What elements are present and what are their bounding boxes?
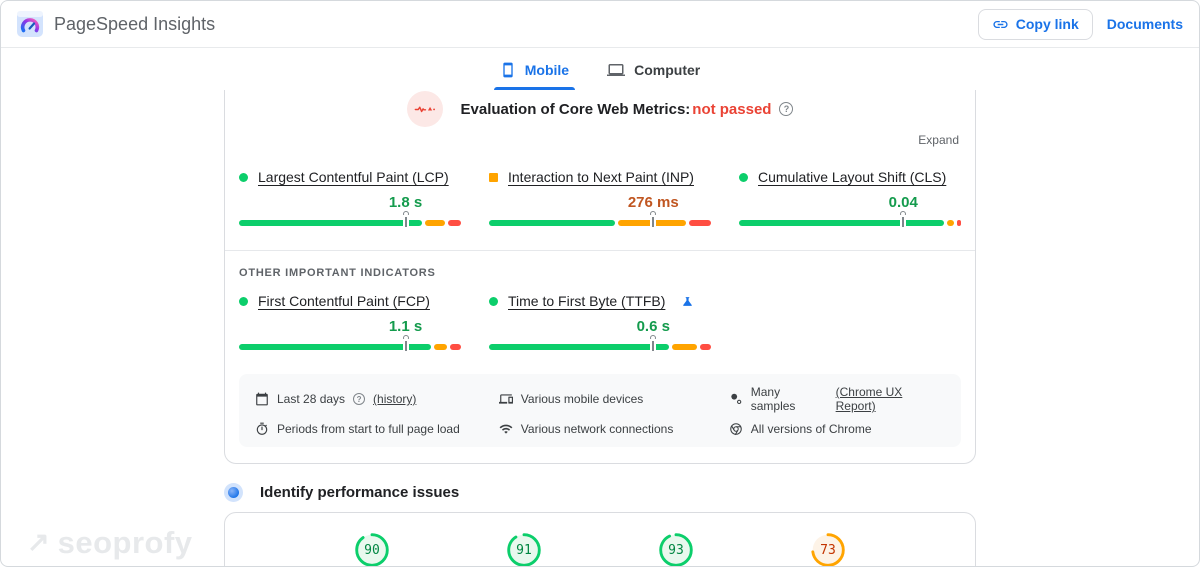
topbar-actions: Copy link Documents: [977, 8, 1183, 40]
footnote-period: Last 28 days ? (history): [255, 385, 499, 413]
cwv-evaluation-title: Evaluation of Core Web Metrics: not passe…: [461, 101, 794, 118]
gauge-efficiency[interactable]: 90 Efficiency: [324, 532, 420, 566]
gauge-score: 73: [820, 542, 836, 558]
core-web-vitals-card: Evaluation of Core Web Metrics: not passe…: [224, 90, 976, 464]
metric-lcp: Largest Contentful Paint (LCP) 1.8 s: [239, 169, 461, 227]
footnote-load-period: Periods from start to full page load: [255, 422, 499, 436]
metric-name-link[interactable]: Largest Contentful Paint (LCP): [258, 169, 449, 185]
metric-fcp: First Contentful Paint (FCP) 1.1 s: [239, 293, 461, 351]
metric-inp: Interaction to Next Paint (INP) 276 ms: [489, 169, 711, 227]
metric-bar: [739, 211, 961, 227]
copy-link-label: Copy link: [1015, 16, 1079, 32]
expand-link[interactable]: Expand: [918, 133, 959, 147]
tab-mobile-label: Mobile: [524, 62, 570, 78]
metric-status-dot: [489, 296, 498, 306]
performance-scores-card: 90 Efficiency 91 Accessibility 93 Optima…: [224, 512, 976, 566]
metric-cls: Cumulative Layout Shift (CLS) 0.04: [739, 169, 961, 227]
top-bar: PageSpeed Insights Copy link Documents: [1, 1, 1199, 48]
active-tab-underline: [493, 87, 576, 90]
heartbeat-icon: [406, 91, 443, 127]
seoprofy-watermark: ↗ seoprofy: [27, 527, 193, 558]
metric-value: 0.6 s: [636, 318, 670, 335]
app-title: PageSpeed Insights: [54, 13, 216, 34]
footnote-devices: Various mobile devices: [498, 385, 729, 413]
other-indicators-heading: OTHER IMPORTANT INDICATORS: [239, 267, 436, 279]
cwv-evaluation-text: Evaluation of Core Web Metrics:: [460, 100, 691, 118]
performance-icon: [224, 483, 243, 502]
documents-link[interactable]: Documents: [1106, 16, 1183, 32]
devices-icon: [498, 394, 513, 404]
metric-bar: [489, 211, 711, 227]
metrics-row-1: Largest Contentful Paint (LCP) 1.8 s Int…: [225, 169, 975, 227]
link-icon: [993, 20, 1008, 28]
metric-ttfb: Time to First Byte (TTFB) 0.6 s: [489, 293, 712, 351]
footnote-samples: Many samples (Chrome UX Report): [729, 385, 945, 413]
calendar-icon: [256, 392, 268, 406]
metric-value: 0.04: [888, 194, 918, 211]
gauge-seo[interactable]: 73 Search engine optimization: [780, 532, 876, 566]
gauge-score: 91: [516, 542, 532, 558]
help-icon[interactable]: ?: [779, 102, 794, 116]
copy-link-button[interactable]: Copy link: [977, 8, 1093, 40]
cwv-evaluation-header: Evaluation of Core Web Metrics: not passe…: [225, 90, 975, 127]
flask-icon[interactable]: [681, 295, 694, 308]
score-gauges: 90 Efficiency 91 Accessibility 93 Optima…: [225, 513, 975, 566]
gauge-score: 93: [668, 542, 684, 558]
section-divider: [225, 250, 975, 251]
metric-name-link[interactable]: Time to First Byte (TTFB): [508, 293, 666, 309]
pagespeed-logo-icon: [17, 11, 43, 37]
metric-status-dot: [239, 172, 248, 182]
performance-section-header: Identify performance issues: [224, 483, 976, 502]
metric-name-link[interactable]: Cumulative Layout Shift (CLS): [758, 169, 947, 185]
laptop-icon: [607, 64, 626, 76]
arrow-up-right-icon: ↗: [27, 527, 50, 557]
samples-icon: [731, 393, 742, 405]
metric-name-link[interactable]: Interaction to Next Paint (INP): [508, 169, 694, 185]
metric-status-dot: [739, 172, 748, 182]
chrome-icon: [730, 423, 742, 436]
metrics-row-2: First Contentful Paint (FCP) 1.1 s Time …: [225, 293, 975, 351]
metric-bar: [239, 211, 461, 227]
metric-value: 1.8 s: [388, 194, 423, 211]
expand-row: Expand: [225, 127, 975, 149]
metric-status-dot: [239, 296, 248, 306]
metric-bar: [489, 335, 712, 351]
smartphone-icon: [503, 62, 513, 78]
gauge-optimal-methods[interactable]: 93 Optimal methods: [628, 532, 724, 566]
help-icon[interactable]: ?: [353, 393, 366, 405]
watermark-brand: seoprofy: [57, 525, 193, 560]
wifi-icon: [499, 424, 513, 434]
metric-value: 276 ms: [627, 194, 679, 211]
metric-name-link[interactable]: First Contentful Paint (FCP): [258, 293, 430, 309]
stopwatch-icon: [256, 422, 268, 435]
data-source-footnotes: Last 28 days ? (history) Various mobile …: [239, 374, 961, 447]
crux-report-link[interactable]: (Chrome UX Report): [835, 385, 903, 413]
gauge-accessibility[interactable]: 91 Accessibility: [476, 532, 572, 566]
footnote-network: Various network connections: [499, 422, 729, 436]
tab-mobile[interactable]: Mobile: [492, 56, 577, 90]
tab-computer[interactable]: Computer: [599, 56, 708, 90]
metric-value: 1.1 s: [388, 318, 423, 335]
footnote-chrome: All versions of Chrome: [729, 422, 945, 436]
tab-computer-label: Computer: [634, 62, 701, 78]
history-link[interactable]: (history): [373, 392, 417, 406]
metric-status-dot: [489, 172, 498, 182]
cwv-status: not passed: [692, 100, 772, 118]
device-tabs: Mobile Computer: [1, 56, 1199, 90]
gauge-score: 90: [364, 542, 380, 558]
metric-bar: [239, 335, 461, 351]
performance-heading: Identify performance issues: [260, 484, 460, 501]
